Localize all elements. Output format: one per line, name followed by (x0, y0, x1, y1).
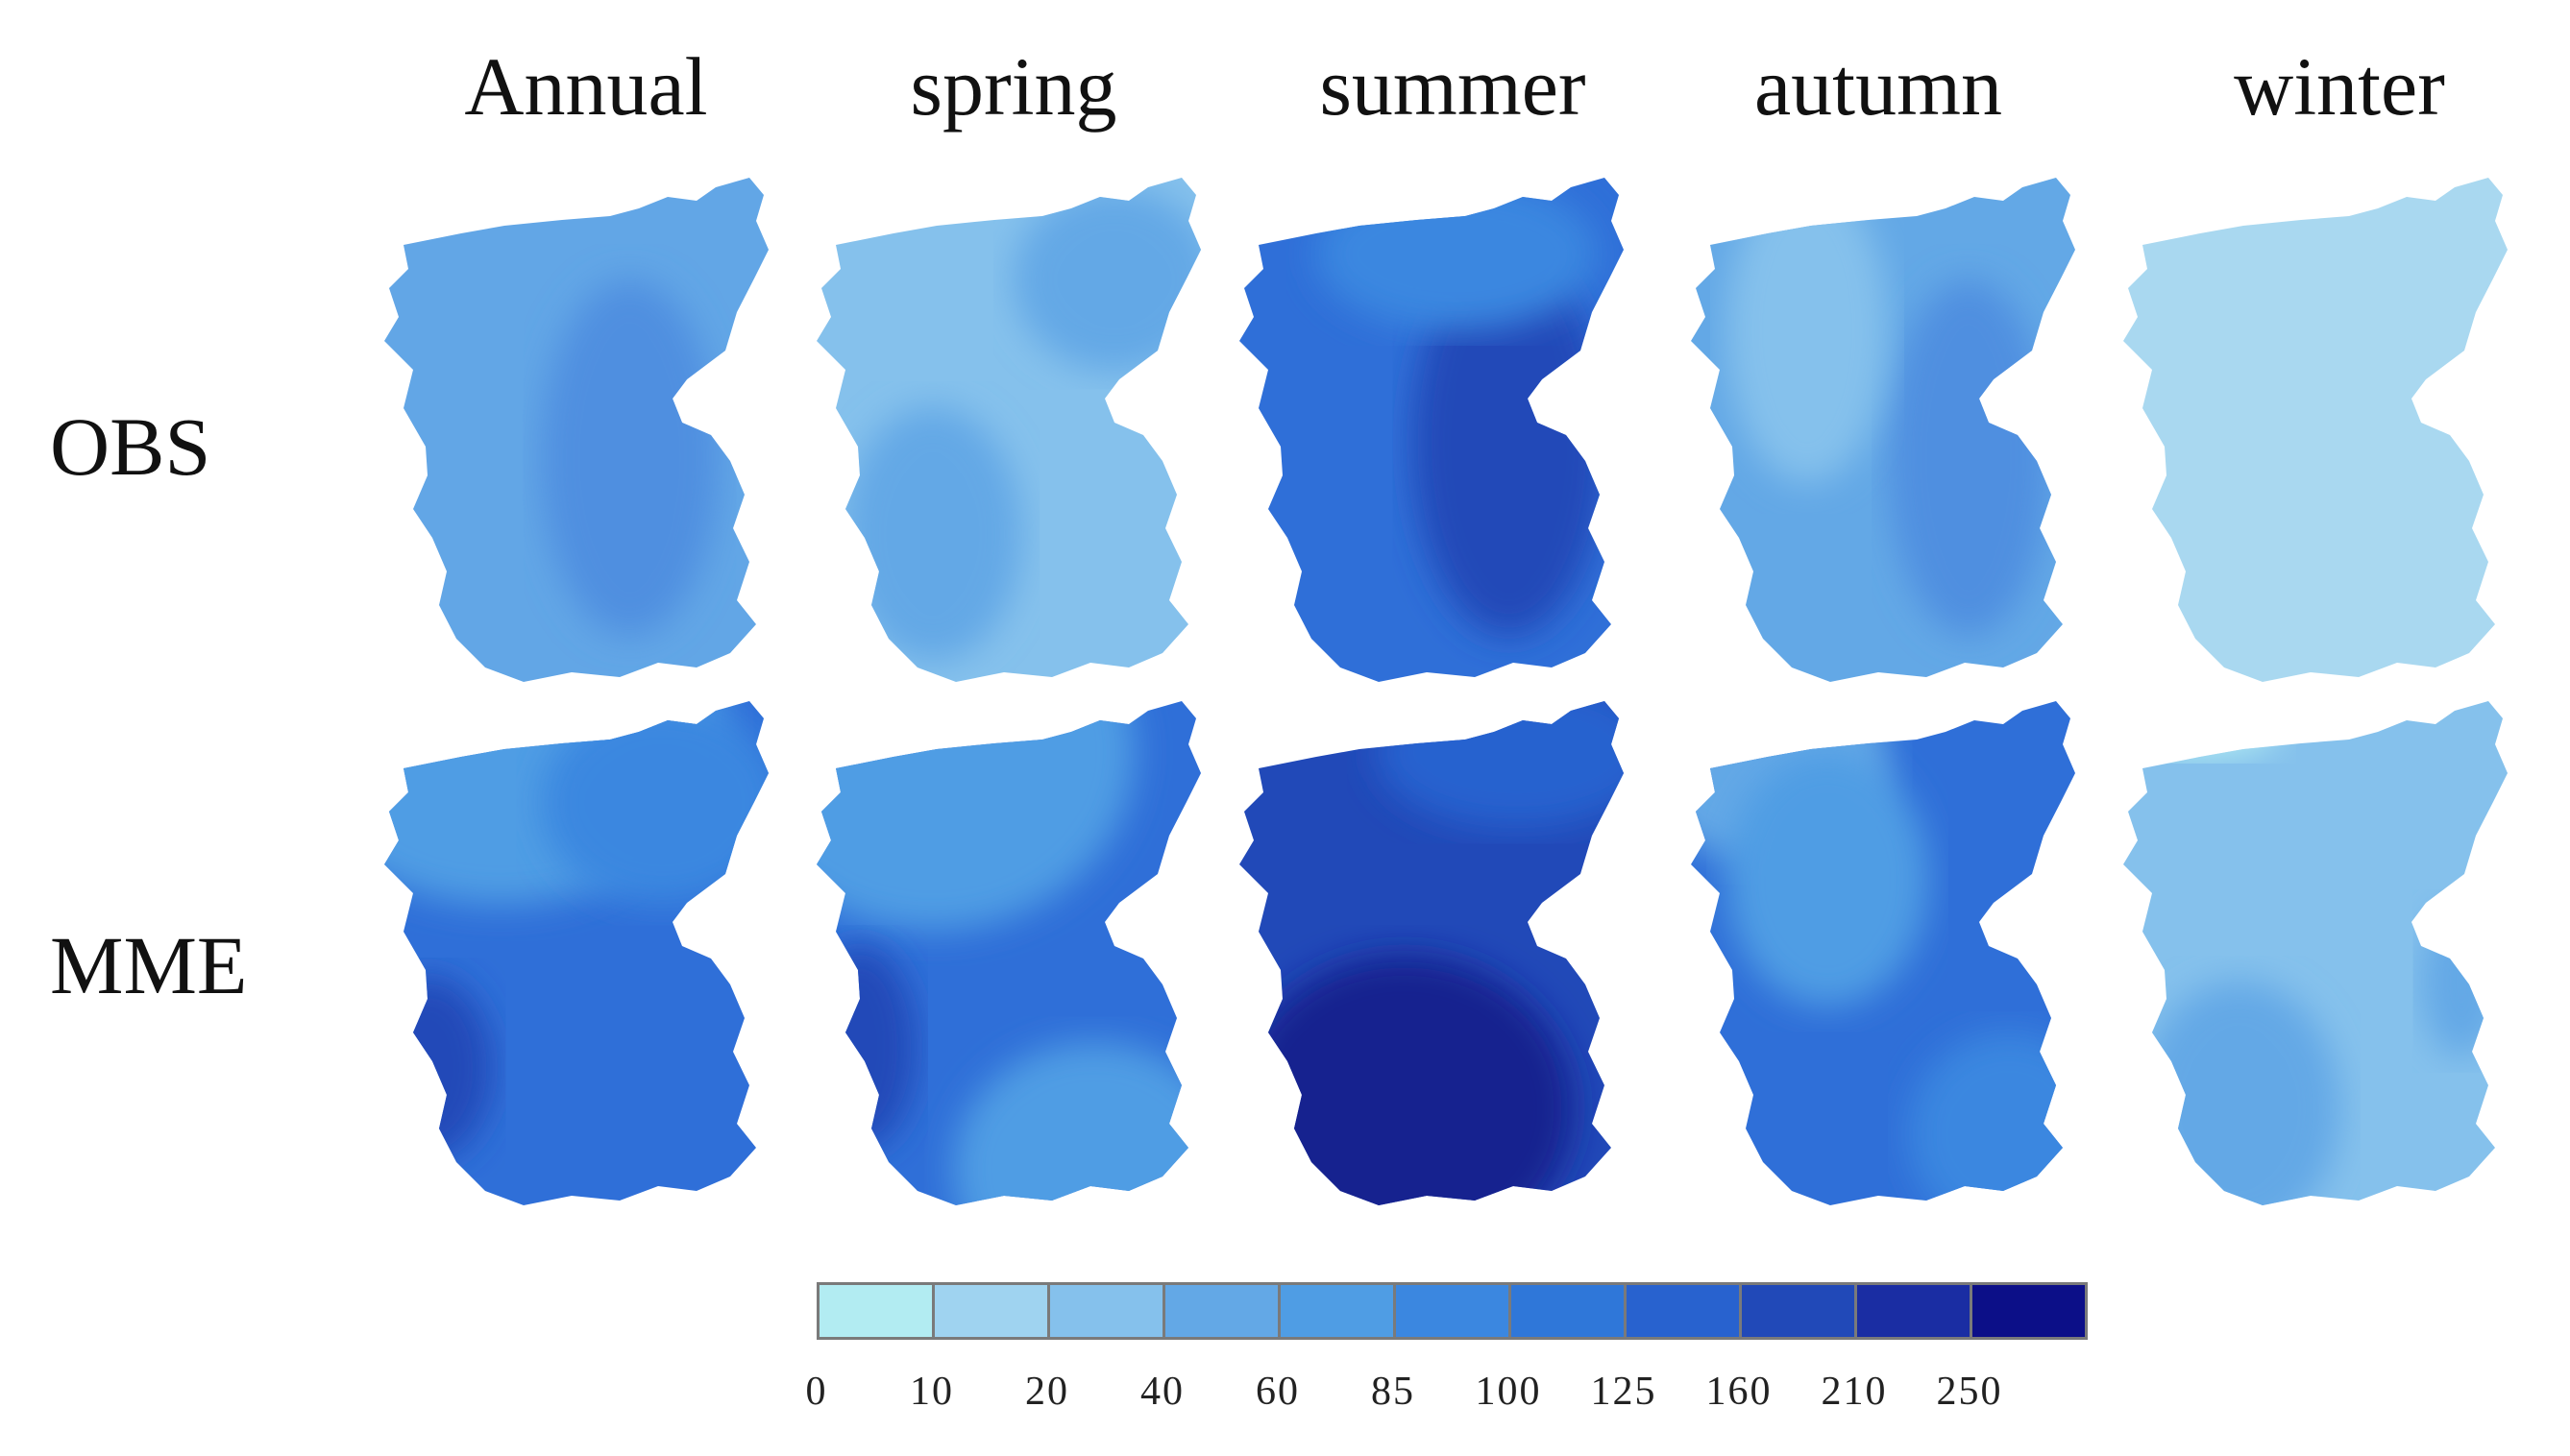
map-obs-spring (812, 178, 1215, 687)
legend-tick-label: 40 (1140, 1370, 1185, 1414)
map-zone (1726, 178, 1888, 483)
legend-bin (1739, 1282, 1857, 1340)
map-obs-autumn (1686, 178, 2090, 687)
map-zone (2421, 905, 2502, 1057)
map-zone (541, 279, 719, 636)
legend-bin (1508, 1282, 1627, 1340)
legend-bin (1393, 1282, 1511, 1340)
map-zone (1411, 249, 1606, 636)
map-zone (1726, 752, 1928, 1007)
map-obs-summer (1235, 178, 1638, 687)
map-obs-winter (2118, 178, 2522, 687)
legend-bin (932, 1282, 1050, 1340)
column-label-annual: Annual (464, 40, 708, 133)
color-legend (817, 1282, 2088, 1349)
legend-bin (817, 1282, 935, 1340)
map-mme-autumn (1686, 701, 2090, 1210)
legend-bin (1854, 1282, 1972, 1340)
column-label-winter: winter (2234, 40, 2445, 133)
map-mme-summer (1235, 701, 1638, 1210)
map-zone (844, 406, 1022, 662)
legend-tick-label: 160 (1705, 1370, 1773, 1414)
map-zone (953, 1042, 1201, 1205)
column-label-summer: summer (1319, 40, 1586, 133)
legend-tick-label: 210 (1821, 1370, 1888, 1414)
map-mme-winter (2118, 701, 2522, 1210)
legend-tick-label: 250 (1936, 1370, 2003, 1414)
map-zone (817, 701, 1135, 931)
map-fill (2123, 178, 2508, 682)
legend-tick-label: 85 (1371, 1370, 1415, 1414)
legend-tick-label: 20 (1025, 1370, 1069, 1414)
map-zone (1888, 279, 2049, 636)
legend-tick-label: 100 (1475, 1370, 1542, 1414)
legend-tick-label: 125 (1590, 1370, 1657, 1414)
column-label-spring: spring (910, 40, 1117, 133)
legend-bin (1047, 1282, 1165, 1340)
legend-bin (1163, 1282, 1281, 1340)
legend-bin (1970, 1282, 2088, 1340)
column-label-autumn: autumn (1754, 40, 2002, 133)
row-label-obs: OBS (50, 400, 211, 493)
row-label-mme: MME (50, 919, 248, 1011)
map-obs-annual (379, 178, 783, 687)
legend-tick-label: 0 (805, 1370, 828, 1414)
map-mme-annual (379, 701, 783, 1210)
legend-bin (1278, 1282, 1396, 1340)
map-mme-spring (812, 701, 1215, 1210)
map-zone (1014, 187, 1201, 372)
map-zone (541, 701, 769, 905)
legend-bin (1624, 1282, 1742, 1340)
legend-tick-label: 60 (1256, 1370, 1300, 1414)
map-zone (1315, 178, 1598, 330)
legend-tick-label: 10 (910, 1370, 954, 1414)
